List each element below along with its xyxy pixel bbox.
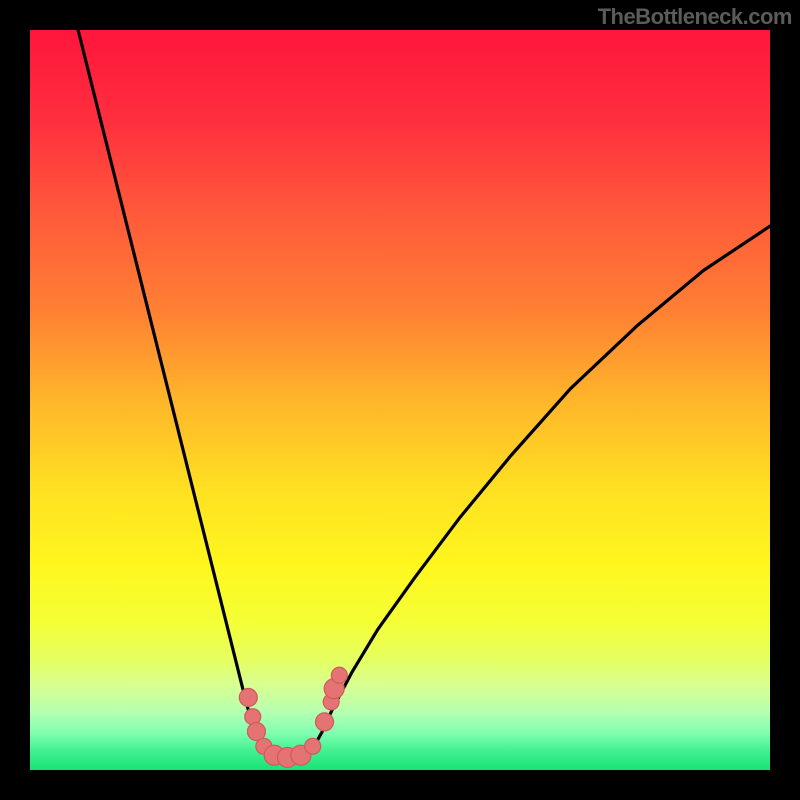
- attribution-label: TheBottleneck.com: [598, 4, 792, 30]
- curve-marker: [331, 667, 347, 683]
- chart-outer: TheBottleneck.com: [0, 0, 800, 800]
- bottleneck-plot: [30, 30, 770, 770]
- curve-marker: [316, 713, 334, 731]
- plot-background: [30, 30, 770, 770]
- curve-marker: [305, 738, 321, 754]
- curve-marker: [239, 688, 257, 706]
